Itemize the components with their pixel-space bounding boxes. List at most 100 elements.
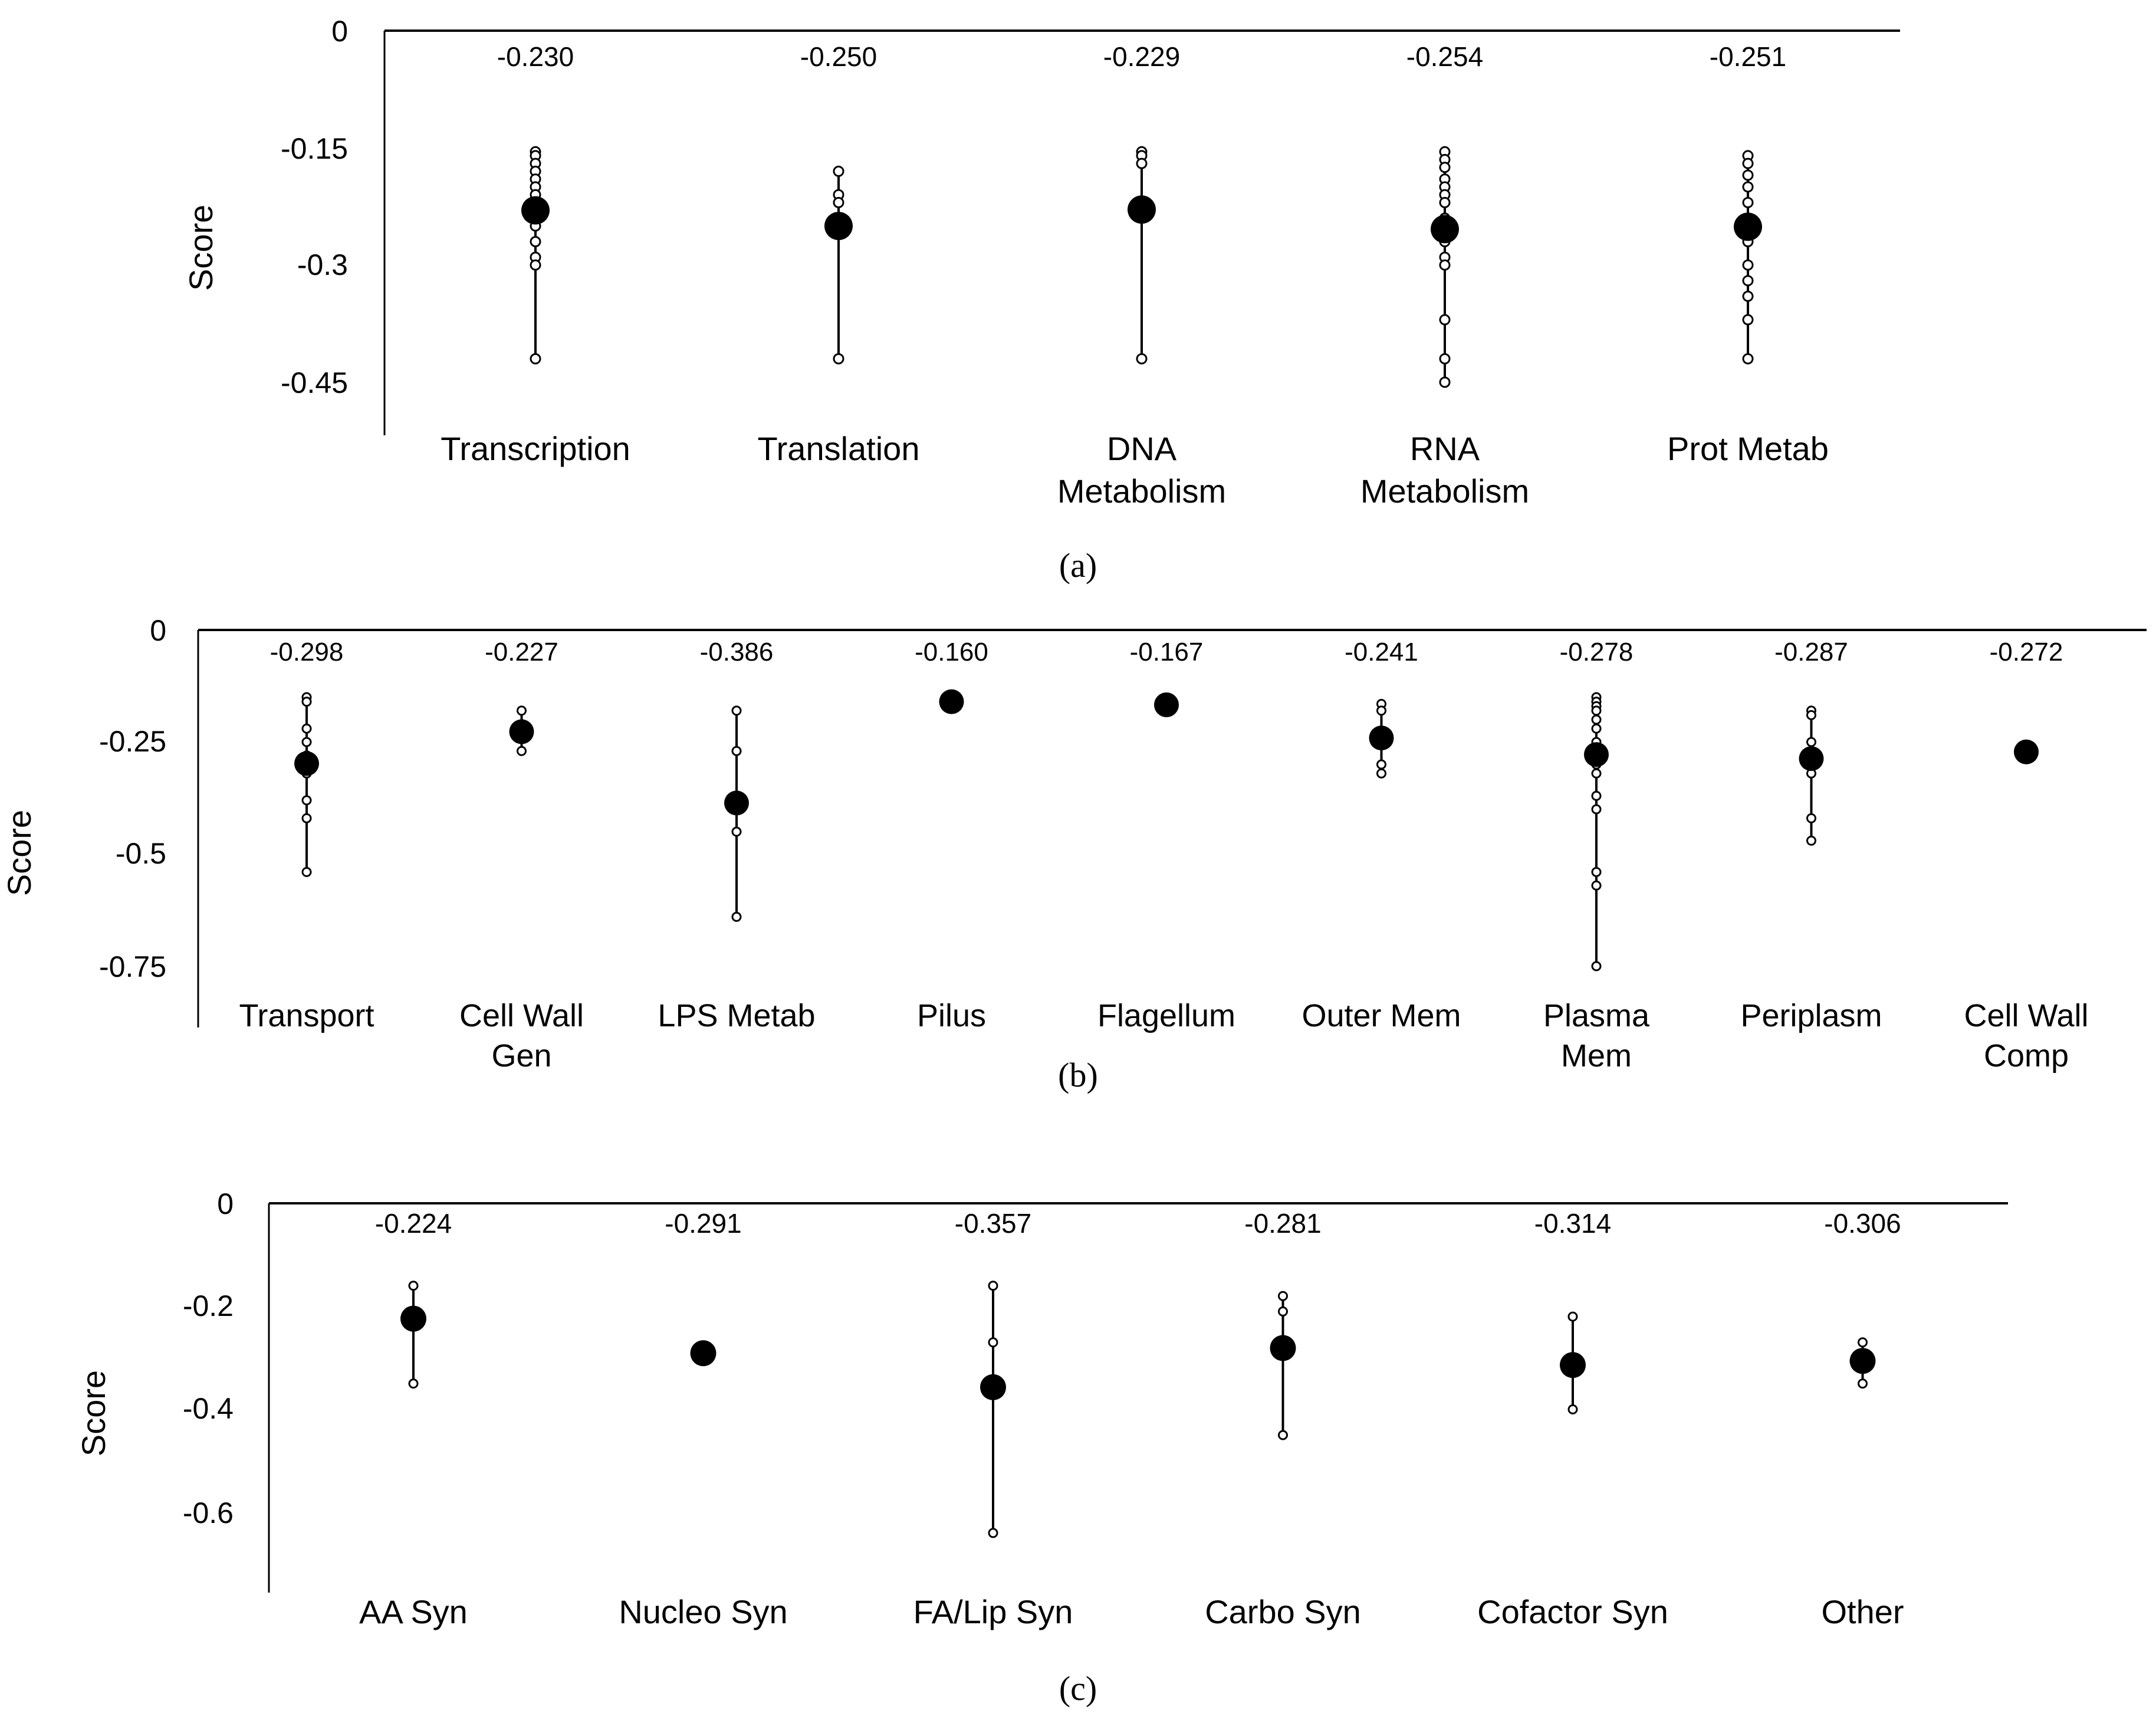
- data-point: [301, 813, 312, 823]
- category-group: -0.386 LPS Metab: [658, 638, 815, 1033]
- category-group: -0.281 Carbo Syn: [1205, 1208, 1361, 1630]
- data-point: [1376, 705, 1386, 716]
- data-point: [1742, 196, 1754, 208]
- mean-marker: [824, 212, 853, 241]
- y-tick-label: -0.6: [183, 1496, 234, 1529]
- mean-value-label: -0.167: [1130, 638, 1204, 667]
- mean-marker: [1799, 746, 1824, 772]
- mean-value-label: -0.250: [800, 41, 877, 72]
- mean-marker: [1849, 1348, 1876, 1374]
- category-group: -0.357 FA/Lip Syn: [913, 1208, 1073, 1630]
- mean-marker: [724, 790, 749, 816]
- y-tick-label: -0.3: [297, 248, 348, 281]
- category-group: -0.278 Plasma Mem: [1543, 638, 1650, 1074]
- data-point: [1439, 376, 1451, 388]
- mean-value-label: -0.386: [700, 638, 774, 667]
- mean-value-label: -0.278: [1560, 638, 1634, 667]
- y-tick-label: -0.45: [281, 366, 348, 399]
- mean-value-label: -0.227: [485, 638, 558, 667]
- data-point: [1439, 196, 1451, 208]
- category-label: AA Syn: [359, 1593, 468, 1630]
- mean-marker: [1584, 742, 1609, 767]
- data-point: [530, 259, 541, 271]
- mean-value-label: -0.298: [270, 638, 344, 667]
- data-point: [833, 196, 844, 208]
- data-point: [1806, 835, 1816, 846]
- category-label: Transport: [239, 998, 374, 1033]
- data-point: [1742, 169, 1754, 181]
- data-point: [1376, 768, 1386, 779]
- mean-value-label: -0.251: [1710, 41, 1786, 72]
- mean-value-label: -0.306: [1824, 1208, 1901, 1239]
- mean-value-label: -0.230: [497, 41, 574, 72]
- panel-c: 0 -0.2 -0.4 -0.6 Score -0.224 AA Syn -0.291 Nucl…: [75, 1187, 2008, 1630]
- mean-value-label: -0.291: [665, 1208, 741, 1239]
- data-point: [1591, 705, 1602, 716]
- category-group: -0.230 Transcription: [441, 41, 630, 467]
- data-point: [1806, 737, 1816, 747]
- mean-value-label: -0.160: [915, 638, 988, 667]
- category-label: Gen: [491, 1038, 551, 1074]
- mean-marker: [400, 1305, 426, 1332]
- mean-marker: [1431, 215, 1459, 244]
- data-point: [1742, 353, 1754, 365]
- data-point: [833, 353, 844, 365]
- mean-marker: [294, 751, 319, 776]
- y-axis-label: Score: [75, 1370, 112, 1456]
- data-point: [1742, 157, 1754, 169]
- category-group: -0.250 Translation: [758, 41, 920, 467]
- mean-value-label: -0.229: [1103, 41, 1180, 72]
- category-label: Metabolism: [1360, 472, 1529, 510]
- data-point: [1858, 1337, 1868, 1348]
- data-point: [833, 165, 844, 177]
- mean-value-label: -0.314: [1534, 1208, 1611, 1239]
- data-point: [988, 1337, 998, 1348]
- category-label: Prot Metab: [1667, 430, 1829, 467]
- data-point: [1742, 259, 1754, 271]
- category-group: -0.272 Cell Wall Comp: [1964, 638, 2088, 1074]
- data-point: [1567, 1311, 1578, 1322]
- category-label: Periplasm: [1740, 998, 1882, 1033]
- y-tick-label: 0: [331, 15, 348, 48]
- data-point: [1591, 768, 1602, 779]
- data-point: [408, 1281, 419, 1291]
- panel-b-label: (b): [1058, 1056, 1098, 1094]
- category-group: -0.241 Outer Mem: [1302, 638, 1461, 1033]
- data-point: [408, 1378, 419, 1389]
- category-label: Plasma: [1543, 998, 1650, 1033]
- category-group: -0.167 Flagellum: [1097, 638, 1235, 1033]
- data-point: [1136, 157, 1148, 169]
- mean-value-label: -0.241: [1345, 638, 1418, 667]
- category-label: RNA: [1410, 430, 1480, 467]
- mean-marker: [2014, 739, 2039, 764]
- category-group: -0.306 Other: [1821, 1208, 1904, 1630]
- data-point: [1742, 290, 1754, 302]
- panel-b: 0 -0.25 -0.5 -0.75 Score -0.298 Transport -0.22…: [1, 614, 2147, 1074]
- mean-marker: [1154, 692, 1179, 717]
- data-point: [1858, 1378, 1868, 1389]
- y-tick-label: -0.4: [183, 1392, 234, 1425]
- category-label: Translation: [758, 430, 920, 467]
- mean-marker: [1734, 212, 1762, 241]
- data-point: [988, 1281, 998, 1291]
- category-group: -0.291 Nucleo Syn: [619, 1208, 787, 1630]
- y-axis-label: Score: [1, 810, 38, 896]
- data-point: [1567, 1404, 1578, 1414]
- category-group: -0.229 DNA Metabolism: [1057, 41, 1226, 510]
- category-label: Comp: [1984, 1038, 2069, 1074]
- data-point: [1136, 353, 1148, 365]
- mean-value-label: -0.254: [1406, 41, 1483, 72]
- category-label: Transcription: [441, 430, 630, 467]
- data-point: [517, 705, 527, 716]
- panel-c-label: (c): [1059, 1669, 1097, 1708]
- data-point: [1591, 866, 1602, 877]
- category-label: LPS Metab: [658, 998, 815, 1033]
- data-point: [731, 911, 742, 922]
- panel-a-label: (a): [1059, 546, 1097, 585]
- data-point: [731, 826, 742, 837]
- category-group: -0.160 Pilus: [915, 638, 988, 1033]
- data-point: [530, 353, 541, 365]
- data-point: [1742, 275, 1754, 287]
- data-point: [301, 795, 312, 806]
